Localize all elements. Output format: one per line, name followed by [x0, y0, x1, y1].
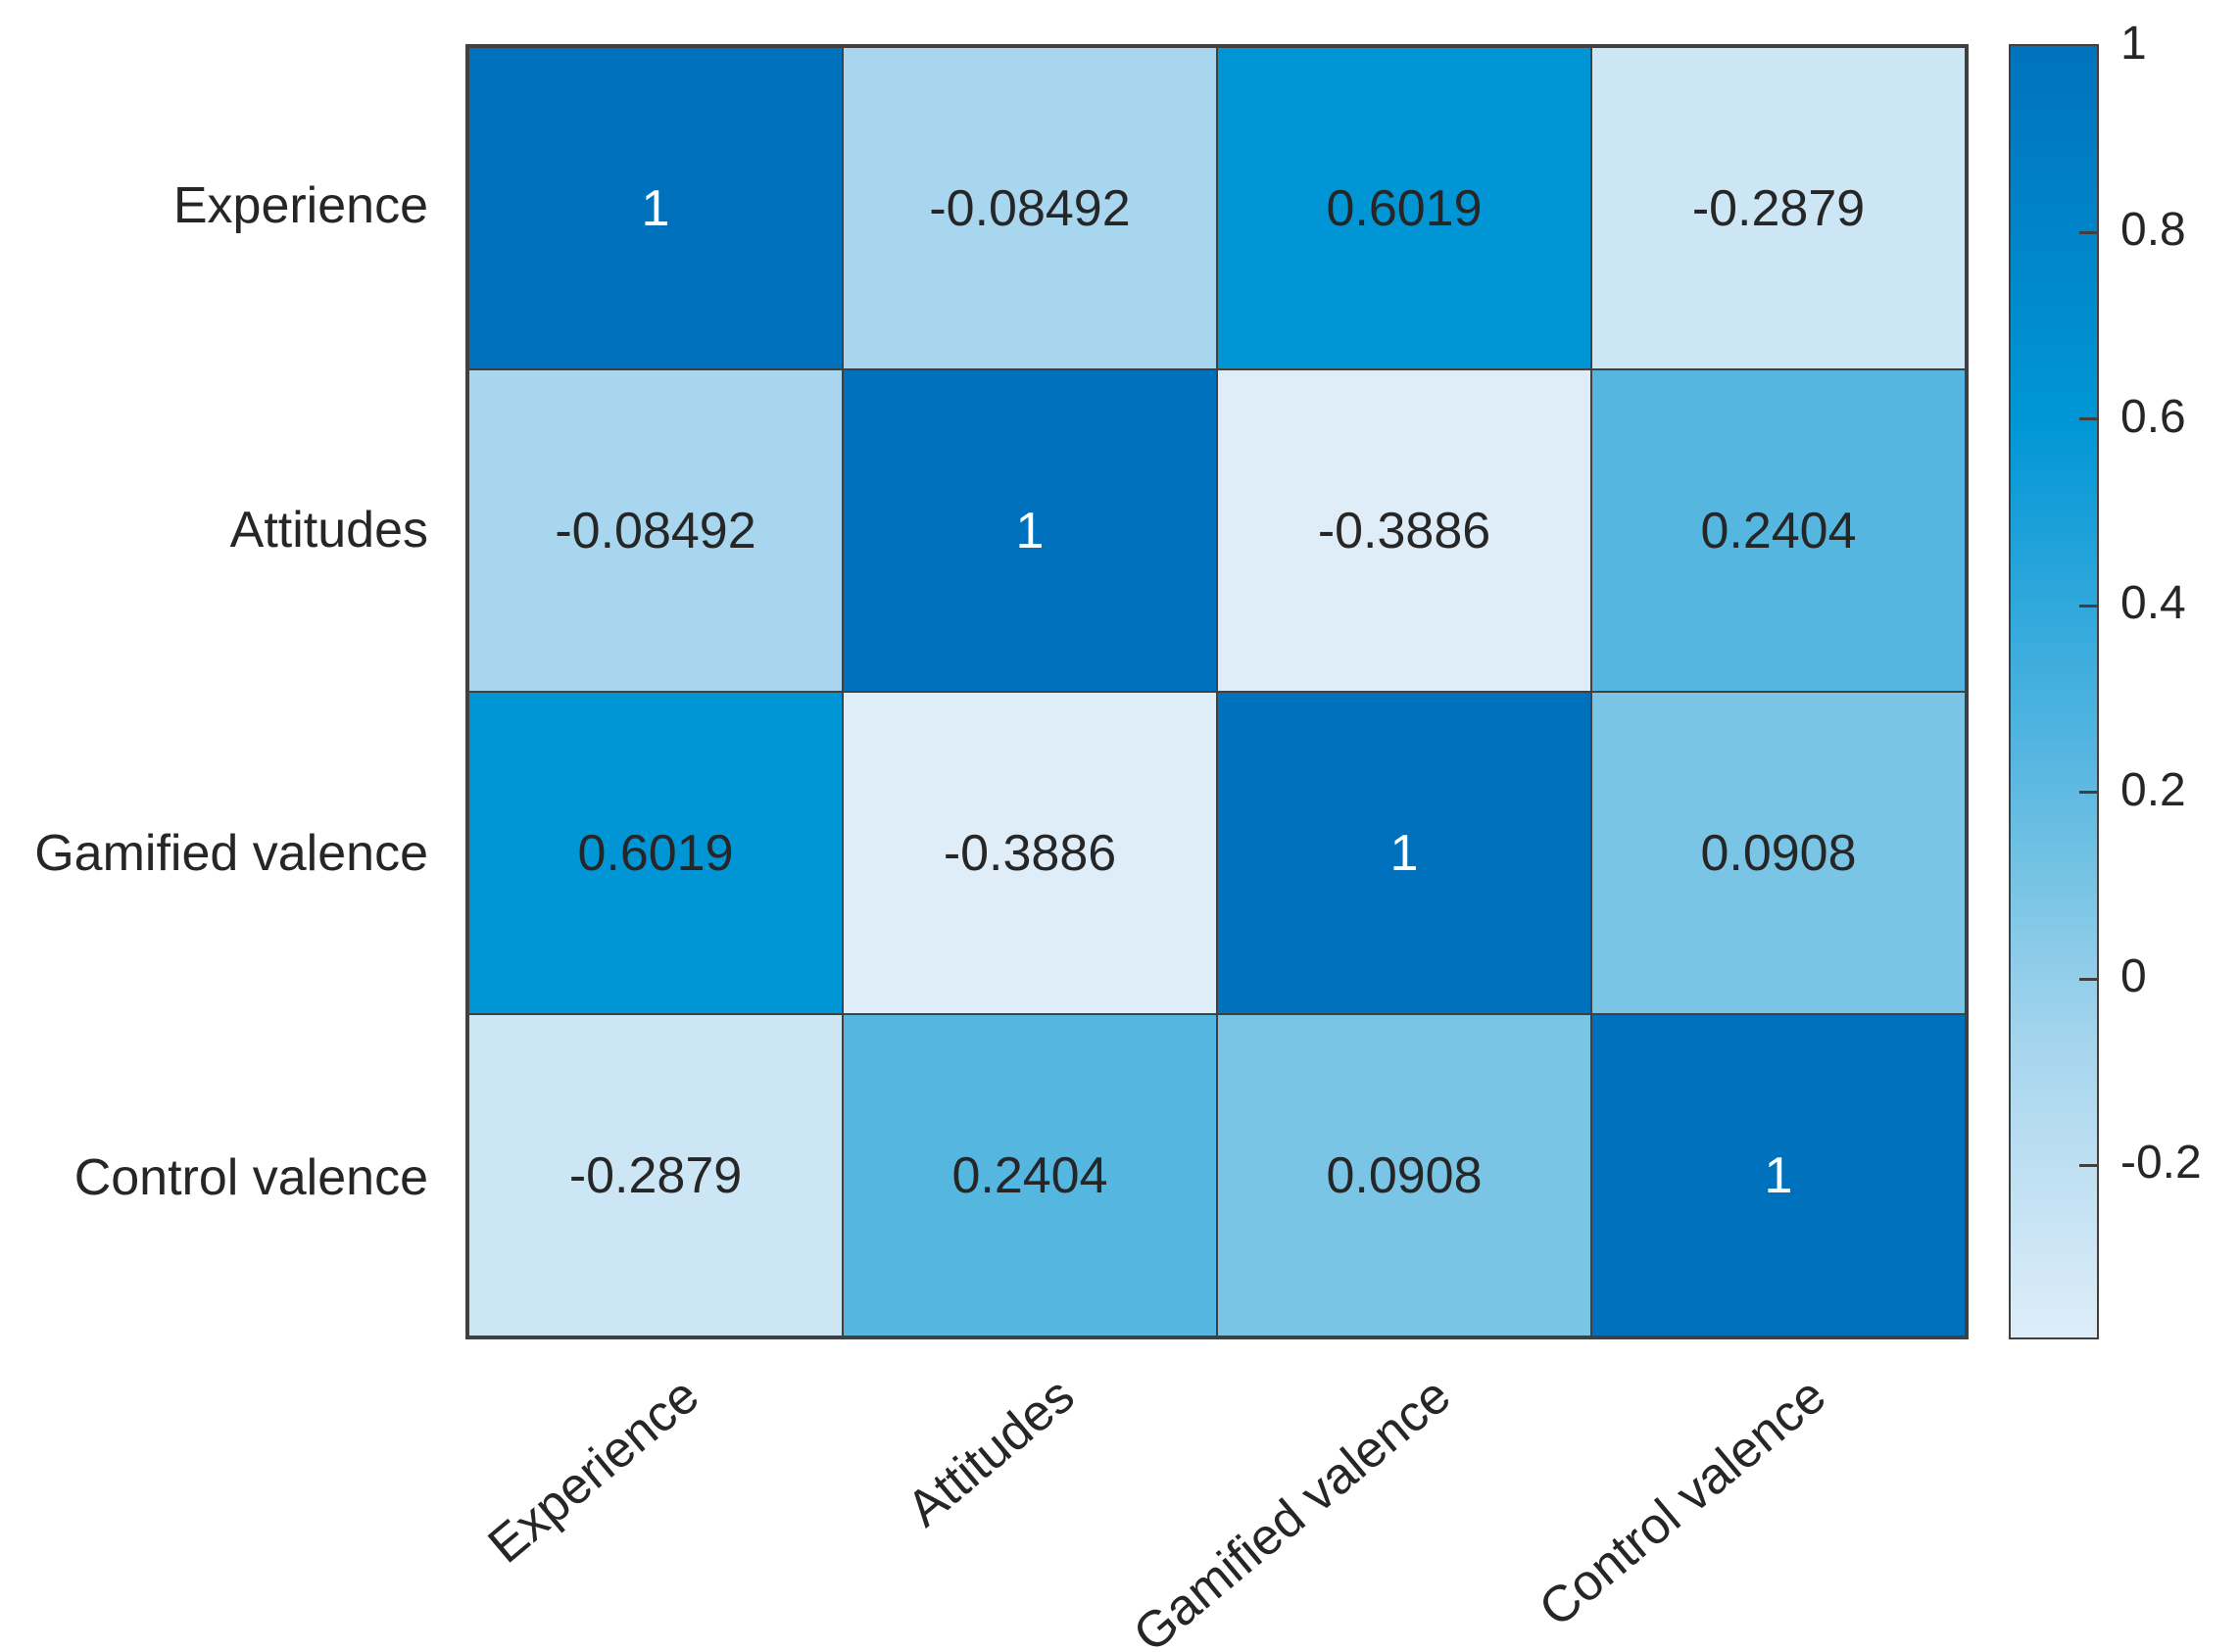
- colorbar-tick: [2079, 977, 2099, 981]
- colorbar-tick: [2079, 417, 2099, 421]
- colorbar-tick: [2079, 230, 2099, 234]
- cell-value: -0.3886: [943, 824, 1117, 882]
- y-axis-label: Gamified valence: [34, 825, 428, 883]
- heatmap-cell: 0.0908: [1591, 692, 1966, 1014]
- colorbar-tick: [2079, 1163, 2099, 1167]
- cell-value: -0.3886: [1317, 502, 1491, 559]
- y-axis-label: Control valence: [73, 1148, 428, 1206]
- heatmap-cell: -0.2879: [1591, 47, 1966, 369]
- colorbar-tick-label: 0.4: [2120, 577, 2186, 630]
- heatmap-cell: 0.0908: [1217, 1014, 1591, 1336]
- y-axis-label: Experience: [172, 177, 428, 235]
- heatmap-cell: 1: [468, 47, 843, 369]
- cell-value: -0.08492: [555, 502, 756, 559]
- cell-value: -0.08492: [929, 179, 1131, 237]
- y-axis-label: Attitudes: [229, 501, 428, 559]
- cell-value: 0.6019: [577, 824, 734, 882]
- colorbar-tick: [2079, 791, 2099, 795]
- heatmap-cell: -0.08492: [468, 369, 843, 692]
- colorbar-tick-label: -0.2: [2120, 1137, 2202, 1190]
- cell-value: 0.0908: [1326, 1146, 1483, 1204]
- cell-value: 1: [1015, 502, 1045, 559]
- cell-value: -0.2879: [568, 1146, 743, 1204]
- cell-value: 1: [641, 179, 670, 237]
- colorbar-tick-label: 0: [2120, 950, 2147, 1003]
- cell-value: 0.0908: [1700, 824, 1857, 882]
- heatmap-cell: 0.2404: [843, 1014, 1217, 1336]
- x-axis-label: Experience: [477, 1367, 710, 1575]
- cell-value: 1: [1764, 1146, 1793, 1204]
- cell-value: 0.2404: [1700, 502, 1857, 559]
- cell-value: 1: [1389, 824, 1419, 882]
- cell-value: 0.2404: [951, 1146, 1108, 1204]
- heatmap-cell: -0.3886: [1217, 369, 1591, 692]
- heatmap-grid: 1 -0.08492 0.6019 -0.2879 -0.08492 1 -0.3886 0.…: [465, 44, 1969, 1339]
- colorbar-tick-label: 0.8: [2120, 204, 2186, 257]
- heatmap-cell: 0.6019: [468, 692, 843, 1014]
- heatmap-cell: 1: [1591, 1014, 1966, 1336]
- heatmap-cell: -0.2879: [468, 1014, 843, 1336]
- colorbar: [2009, 44, 2099, 1339]
- colorbar-tick-label: 1: [2120, 18, 2147, 70]
- colorbar-tick: [2079, 604, 2099, 607]
- cell-value: -0.2879: [1691, 179, 1866, 237]
- colorbar-tick-label: 0.6: [2120, 390, 2186, 443]
- heatmap-cell: 1: [1217, 692, 1591, 1014]
- cell-value: 0.6019: [1326, 179, 1483, 237]
- colorbar-tick-label: 0.2: [2120, 763, 2186, 816]
- heatmap-cell: -0.08492: [843, 47, 1217, 369]
- heatmap-cell: -0.3886: [843, 692, 1217, 1014]
- heatmap-cell: 0.6019: [1217, 47, 1591, 369]
- heatmap-cell: 1: [843, 369, 1217, 692]
- heatmap-cell: 0.2404: [1591, 369, 1966, 692]
